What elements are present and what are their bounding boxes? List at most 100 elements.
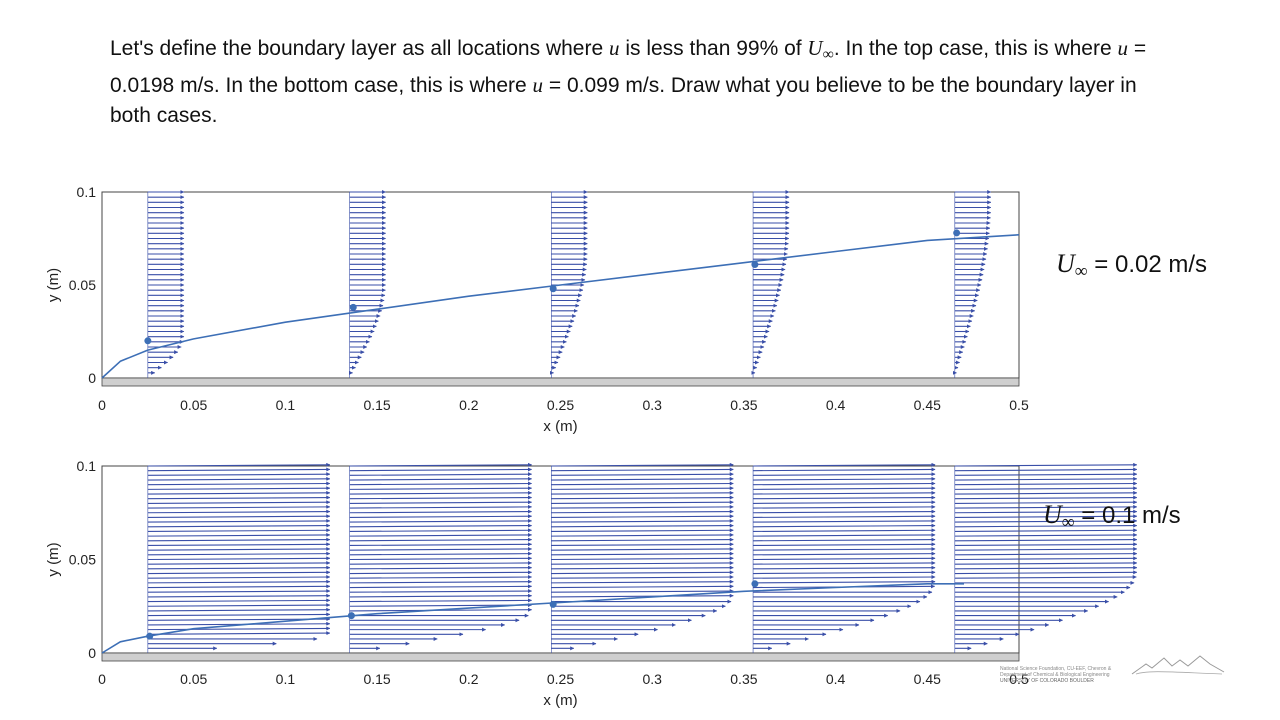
x-tick-label: 0.15 [363, 671, 390, 687]
velocity-arrow [147, 556, 331, 561]
velocity-arrow [349, 556, 532, 561]
marked-point [549, 600, 557, 608]
marked-point [146, 632, 154, 640]
velocity-arrow [954, 490, 1138, 495]
velocity-arrow [954, 476, 1138, 481]
velocity-arrow [147, 467, 331, 472]
velocity-arrow [753, 509, 936, 514]
mountain-logo [1131, 655, 1225, 675]
velocity-arrow [349, 486, 532, 491]
velocity-arrow [551, 495, 734, 500]
velocity-arrow [551, 462, 734, 467]
velocity-arrow [551, 490, 734, 495]
problem-prompt: Let's define the boundary layer as all l… [110, 33, 1170, 131]
velocity-arrow [349, 565, 532, 570]
velocity-vector-station [349, 462, 532, 651]
velocity-vector-station [348, 190, 386, 375]
velocity-arrow [551, 575, 734, 580]
velocity-arrow [349, 542, 532, 547]
velocity-arrow [551, 518, 734, 523]
velocity-arrow [147, 542, 331, 547]
velocity-arrow [551, 472, 734, 477]
velocity-arrow [147, 462, 331, 467]
velocity-arrow [954, 514, 1138, 519]
velocity-arrow [753, 523, 936, 528]
velocity-arrow [147, 486, 331, 491]
velocity-arrow [753, 532, 936, 537]
velocity-arrow [147, 532, 331, 537]
velocity-arrow [753, 546, 936, 551]
velocity-arrow [551, 546, 734, 551]
velocity-arrow [753, 518, 936, 523]
marked-point [549, 285, 557, 293]
velocity-arrow [954, 565, 1138, 570]
velocity-arrow [147, 593, 331, 598]
velocity-arrow [147, 607, 331, 612]
velocity-arrow [954, 556, 1138, 561]
velocity-arrow [349, 467, 532, 472]
velocity-symbol-u: u [608, 36, 620, 60]
y-axis-label: y (m) [45, 542, 62, 576]
velocity-arrow [147, 565, 331, 570]
freestream-label-top: U∞ = 0.02 m/s [1056, 249, 1208, 281]
velocity-arrow [147, 495, 331, 500]
velocity-arrow [954, 467, 1138, 472]
velocity-arrow [349, 551, 532, 556]
velocity-arrow [753, 495, 936, 500]
y-tick-label: 0.1 [77, 184, 97, 200]
y-tick-label: 0.1 [77, 458, 97, 474]
velocity-arrow [551, 476, 734, 481]
velocity-arrow [753, 579, 936, 584]
velocity-arrow [147, 551, 331, 556]
velocity-arrow [349, 495, 532, 500]
velocity-arrow [551, 584, 734, 589]
marked-point [347, 612, 355, 620]
x-tick-label: 0.3 [642, 671, 662, 687]
velocity-vector-station [753, 462, 936, 651]
velocity-arrow [753, 528, 936, 533]
velocity-arrow [954, 481, 1138, 486]
x-tick-label: 0.2 [459, 671, 479, 687]
velocity-arrow [147, 612, 331, 617]
x-tick-label: 0.1 [276, 397, 296, 413]
velocity-arrow [551, 556, 734, 561]
velocity-arrow [753, 486, 936, 491]
y-tick-label: 0 [88, 645, 96, 661]
velocity-arrow [349, 546, 532, 551]
x-tick-label: 0.25 [547, 397, 574, 413]
velocity-vector-station [551, 462, 734, 651]
velocity-arrow [551, 528, 734, 533]
x-axis-label: x (m) [543, 418, 577, 435]
velocity-arrow [349, 560, 532, 565]
x-tick-label: 0 [98, 671, 106, 687]
velocity-arrow [147, 518, 331, 523]
velocity-arrow [349, 593, 532, 598]
velocity-arrow [349, 462, 532, 467]
velocity-arrow [551, 593, 734, 598]
x-tick-label: 0.1 [276, 671, 296, 687]
velocity-arrow [753, 472, 936, 477]
velocity-arrow [147, 598, 331, 603]
prompt-text-2: is less than 99% of [619, 37, 808, 60]
velocity-arrow [551, 551, 734, 556]
velocity-arrow [551, 570, 734, 575]
velocity-arrow [349, 476, 532, 481]
velocity-arrow [147, 570, 331, 575]
velocity-vector-station [751, 190, 790, 375]
x-tick-label: 0.05 [180, 397, 207, 413]
velocity-arrow [551, 565, 734, 570]
velocity-arrow [349, 528, 532, 533]
y-tick-label: 0 [88, 370, 96, 386]
velocity-arrow [147, 476, 331, 481]
velocity-arrow [147, 523, 331, 528]
velocity-arrow [753, 570, 936, 575]
y-tick-label: 0.05 [69, 277, 96, 293]
velocity-arrow [753, 476, 936, 481]
x-tick-label: 0.4 [826, 397, 846, 413]
velocity-arrow [551, 523, 734, 528]
velocity-arrow [954, 546, 1138, 551]
velocity-arrow [147, 603, 331, 608]
x-tick-label: 0.2 [459, 397, 479, 413]
